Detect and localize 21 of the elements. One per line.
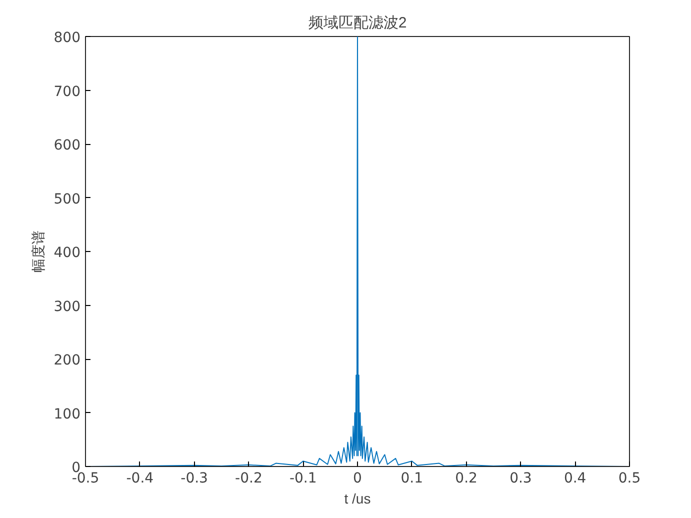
x-tick-label: 0.4 [564, 470, 586, 486]
y-tick-label: 300 [54, 298, 81, 315]
x-tick-label: -0.3 [180, 470, 208, 486]
x-tick-label: 0 [353, 470, 362, 486]
y-tick-label: 200 [54, 352, 81, 368]
x-tick-label: -0.1 [289, 470, 317, 486]
chart-title: 频域匹配滤波2 [308, 14, 407, 32]
y-tick-label: 500 [54, 191, 81, 208]
x-tick-label: 0.5 [618, 470, 641, 486]
x-axis-title: t /us [344, 490, 371, 506]
y-tick-label: 700 [54, 84, 81, 100]
y-tick-label: 100 [54, 406, 81, 422]
x-tick-label: -0.4 [126, 470, 154, 486]
y-tick-label: 600 [54, 138, 81, 154]
y-axis-title: 幅度谱 [30, 230, 46, 272]
x-tick-label: 0.1 [400, 470, 424, 486]
x-tick-label: 0.3 [510, 470, 532, 486]
x-tick-label: -0.2 [235, 470, 262, 486]
y-tick-label: 400 [54, 245, 81, 261]
y-tick-label: 800 [54, 30, 81, 46]
x-tick-label: 0.2 [455, 470, 478, 486]
